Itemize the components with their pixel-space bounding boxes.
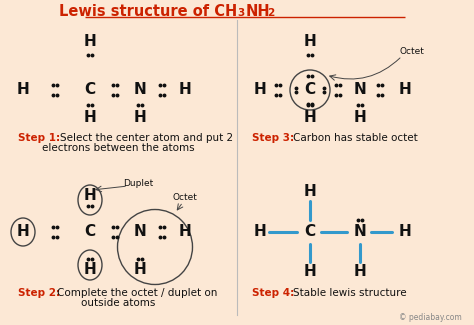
Text: H: H [83,263,96,278]
Text: Step 1:: Step 1: [18,133,60,143]
Text: Octet: Octet [400,47,425,57]
Text: N: N [134,83,146,98]
Text: C: C [84,225,96,240]
Text: Carbon has stable octet: Carbon has stable octet [293,133,418,143]
Text: electrons between the atoms: electrons between the atoms [42,143,194,153]
Text: H: H [134,263,146,278]
Text: 2: 2 [267,8,274,19]
Text: H: H [304,264,316,279]
Text: outside atoms: outside atoms [81,298,155,308]
Text: Select the center atom and put 2: Select the center atom and put 2 [60,133,233,143]
Text: H: H [83,188,96,202]
Text: H: H [354,111,366,125]
Text: H: H [179,83,191,98]
Text: H: H [304,111,316,125]
Text: H: H [83,111,96,125]
Text: Step 2:: Step 2: [18,288,60,298]
Text: Duplet: Duplet [123,178,153,188]
Text: H: H [254,225,266,240]
Text: Octet: Octet [173,192,198,202]
Text: Complete the octet / duplet on: Complete the octet / duplet on [57,288,218,298]
Text: H: H [304,185,316,200]
Text: H: H [399,225,411,240]
Text: H: H [304,34,316,49]
Text: H: H [134,111,146,125]
Text: C: C [304,225,316,240]
Text: H: H [354,264,366,279]
Text: H: H [17,225,29,240]
Text: 3: 3 [237,8,244,19]
Text: H: H [17,83,29,98]
Text: N: N [354,225,366,240]
Text: Step 4:: Step 4: [252,288,294,298]
Text: H: H [399,83,411,98]
Text: Lewis structure of CH: Lewis structure of CH [59,4,237,19]
Text: © pediabay.com: © pediabay.com [399,314,462,322]
Text: NH: NH [246,4,271,19]
Text: N: N [354,83,366,98]
Text: C: C [304,83,316,98]
Text: Step 3:: Step 3: [252,133,294,143]
Text: C: C [84,83,96,98]
Text: H: H [179,225,191,240]
Text: H: H [83,34,96,49]
Text: N: N [134,225,146,240]
Text: Stable lewis structure: Stable lewis structure [293,288,407,298]
Text: H: H [254,83,266,98]
